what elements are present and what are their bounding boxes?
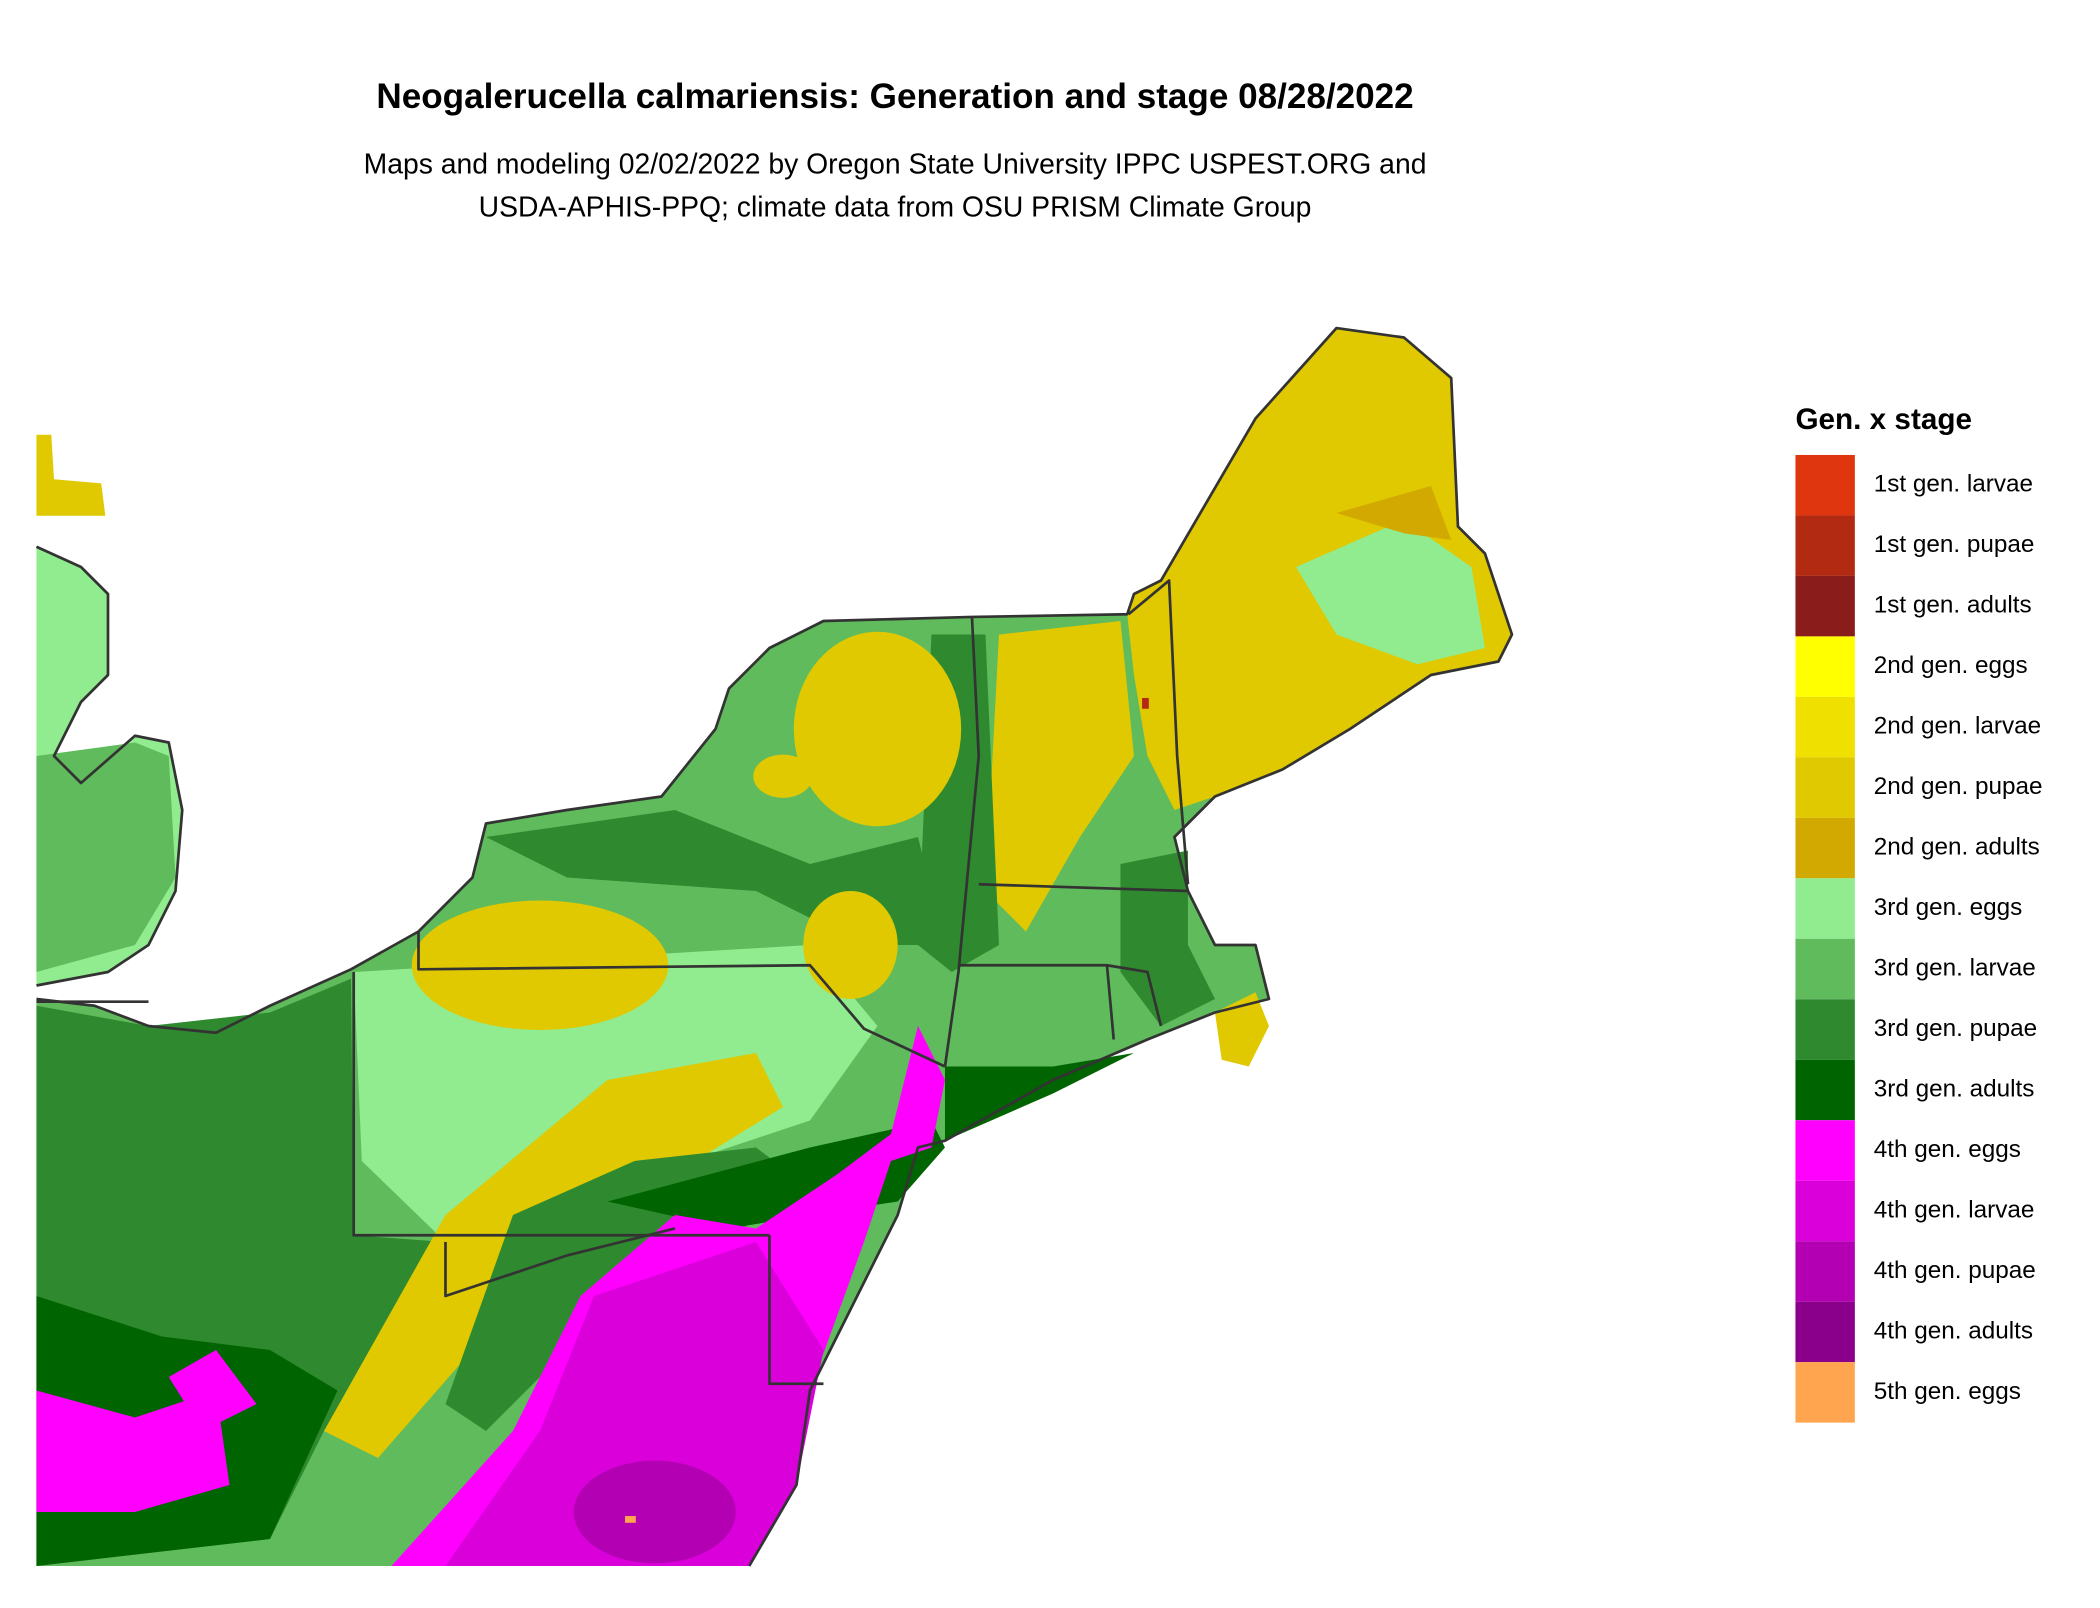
region bbox=[1214, 992, 1269, 1067]
legend-label: 2nd gen. adults bbox=[1874, 833, 2040, 860]
region bbox=[793, 631, 962, 827]
map bbox=[35, 326, 1514, 1567]
coastline bbox=[35, 545, 184, 987]
region bbox=[944, 1052, 1134, 1141]
legend-label: 2nd gen. pupae bbox=[1874, 773, 2043, 800]
legend-swatch bbox=[1795, 999, 1855, 1060]
state-border bbox=[352, 972, 770, 1237]
legend-label: 3rd gen. pupae bbox=[1874, 1015, 2037, 1042]
legend-swatch bbox=[1795, 1180, 1855, 1242]
region bbox=[803, 891, 898, 999]
legend-label: 4th gen. adults bbox=[1874, 1317, 2033, 1344]
legend-swatch bbox=[1795, 757, 1855, 818]
legend-swatch bbox=[1795, 636, 1855, 697]
legend-swatch bbox=[1795, 454, 1855, 516]
legend-label: 4th gen. eggs bbox=[1874, 1136, 2021, 1163]
legend-swatch bbox=[1795, 938, 1855, 1000]
legend-swatch bbox=[1795, 1241, 1855, 1302]
legend-label: 4th gen. pupae bbox=[1874, 1257, 2036, 1284]
state-border bbox=[1127, 579, 1190, 885]
legend-label: 4th gen. larvae bbox=[1874, 1196, 2035, 1223]
legend-swatch bbox=[1795, 1362, 1855, 1423]
region bbox=[411, 900, 669, 1031]
map-subtitle: USDA-APHIS-PPQ; climate data from OSU PR… bbox=[479, 192, 1312, 224]
legend-title: Gen. x stage bbox=[1795, 403, 1972, 436]
region bbox=[168, 1349, 257, 1431]
legend: Gen. x stage 1st gen. larvae 1st gen. pup… bbox=[1795, 403, 2043, 1423]
legend-swatch bbox=[1795, 575, 1855, 637]
legend-label: 1st gen. larvae bbox=[1874, 471, 2033, 498]
map-title: Neogalerucella calmariensis: Generation … bbox=[376, 77, 1413, 116]
legend-swatch bbox=[1795, 515, 1855, 576]
region bbox=[1295, 519, 1485, 665]
region bbox=[985, 621, 1134, 932]
region bbox=[36, 1390, 230, 1512]
region bbox=[625, 1516, 636, 1523]
legend-swatch bbox=[1795, 817, 1855, 879]
legend-swatch bbox=[1795, 696, 1855, 758]
map-subtitle: Maps and modeling 02/02/2022 by Oregon S… bbox=[364, 149, 1427, 181]
coastline bbox=[36, 326, 1514, 1567]
state-border bbox=[1106, 963, 1163, 1027]
legend-swatch bbox=[1795, 1120, 1855, 1181]
legend-label: 3rd gen. eggs bbox=[1874, 894, 2023, 921]
legend-label: 3rd gen. adults bbox=[1874, 1075, 2035, 1102]
legend-label: 1st gen. adults bbox=[1874, 592, 2032, 619]
legend-label: 2nd gen. larvae bbox=[1874, 713, 2041, 740]
state-border bbox=[417, 931, 946, 1068]
region bbox=[1142, 697, 1149, 709]
state-border bbox=[768, 1235, 824, 1386]
legend-swatch bbox=[1795, 1059, 1855, 1121]
state-border bbox=[444, 1227, 676, 1298]
region bbox=[573, 1460, 736, 1564]
legend-label: 2nd gen. eggs bbox=[1874, 652, 2028, 679]
state-border bbox=[943, 616, 981, 1067]
legend-label: 1st gen. pupae bbox=[1874, 531, 2035, 558]
region bbox=[1336, 486, 1452, 541]
region bbox=[36, 742, 176, 973]
legend-label: 5th gen. eggs bbox=[1874, 1378, 2021, 1405]
legend-swatch bbox=[1795, 878, 1855, 939]
region bbox=[445, 1241, 824, 1566]
region bbox=[36, 434, 106, 516]
legend-swatch bbox=[1795, 1301, 1855, 1363]
state-border bbox=[978, 882, 1189, 893]
region bbox=[753, 754, 813, 798]
legend-label: 3rd gen. larvae bbox=[1874, 954, 2036, 981]
region bbox=[1120, 850, 1215, 1026]
